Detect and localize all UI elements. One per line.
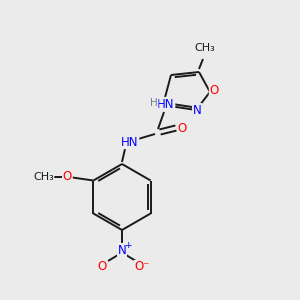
Text: CH₃: CH₃	[195, 43, 215, 53]
Text: O: O	[209, 85, 219, 98]
Text: N: N	[118, 244, 126, 256]
Text: H: H	[150, 98, 158, 108]
Text: +: +	[124, 241, 132, 250]
Text: HN: HN	[157, 98, 175, 110]
Text: O: O	[177, 122, 187, 134]
Text: HN: HN	[121, 136, 139, 148]
Text: O⁻: O⁻	[134, 260, 150, 274]
Text: CH₃: CH₃	[33, 172, 54, 182]
Text: O: O	[98, 260, 106, 274]
Text: N: N	[193, 103, 201, 116]
Text: O: O	[63, 170, 72, 183]
